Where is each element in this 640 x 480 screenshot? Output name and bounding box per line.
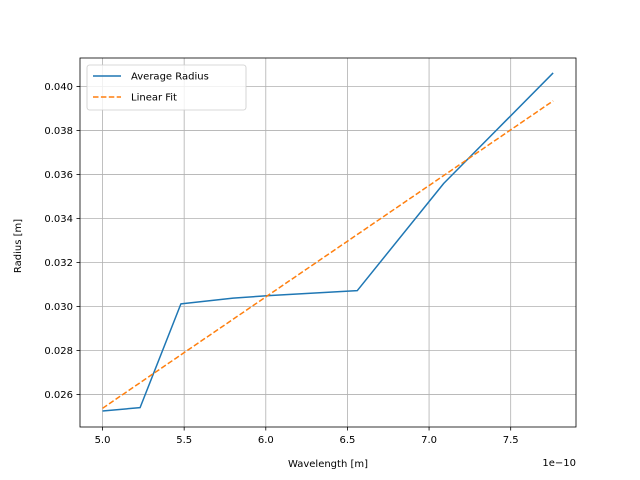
x-tick-label: 6.5 bbox=[339, 435, 355, 446]
y-tick-label: 0.026 bbox=[44, 390, 73, 401]
x-tick-label: 5.0 bbox=[95, 435, 111, 446]
plot-frame bbox=[79, 57, 577, 428]
y-tick-label: 0.040 bbox=[44, 82, 73, 93]
legend-label: Linear Fit bbox=[131, 93, 177, 104]
y-tick-label: 0.034 bbox=[44, 214, 73, 225]
y-tick-label: 0.030 bbox=[44, 302, 73, 313]
series-line-linear-fit bbox=[102, 100, 554, 409]
grid bbox=[80, 58, 576, 427]
x-axis-label: Wavelength [m] bbox=[288, 459, 368, 470]
x-tick-label: 5.5 bbox=[176, 435, 192, 446]
x-axis-offset-label: 1e−10 bbox=[542, 458, 576, 469]
x-tick-label: 7.0 bbox=[421, 435, 437, 446]
legend-box bbox=[86, 64, 247, 111]
y-tick-label: 0.028 bbox=[44, 346, 73, 357]
x-tick-label: 6.0 bbox=[258, 435, 274, 446]
y-tick-label: 0.038 bbox=[44, 126, 73, 137]
series-line-average-radius bbox=[102, 72, 554, 412]
y-axis-label: Radius [m] bbox=[13, 219, 24, 273]
legend: Average Radius Linear Fit bbox=[86, 64, 247, 111]
x-tick-label: 7.5 bbox=[503, 435, 519, 446]
legend-label: Average Radius bbox=[131, 72, 209, 83]
y-tick-label: 0.036 bbox=[44, 170, 73, 181]
ticks: 5.0 5.5 6.0 6.5 7.0 7.5 0.026 0.028 0.030 0.032 0.… bbox=[44, 82, 518, 446]
series-group bbox=[102, 72, 554, 412]
y-tick-label: 0.032 bbox=[44, 258, 73, 269]
